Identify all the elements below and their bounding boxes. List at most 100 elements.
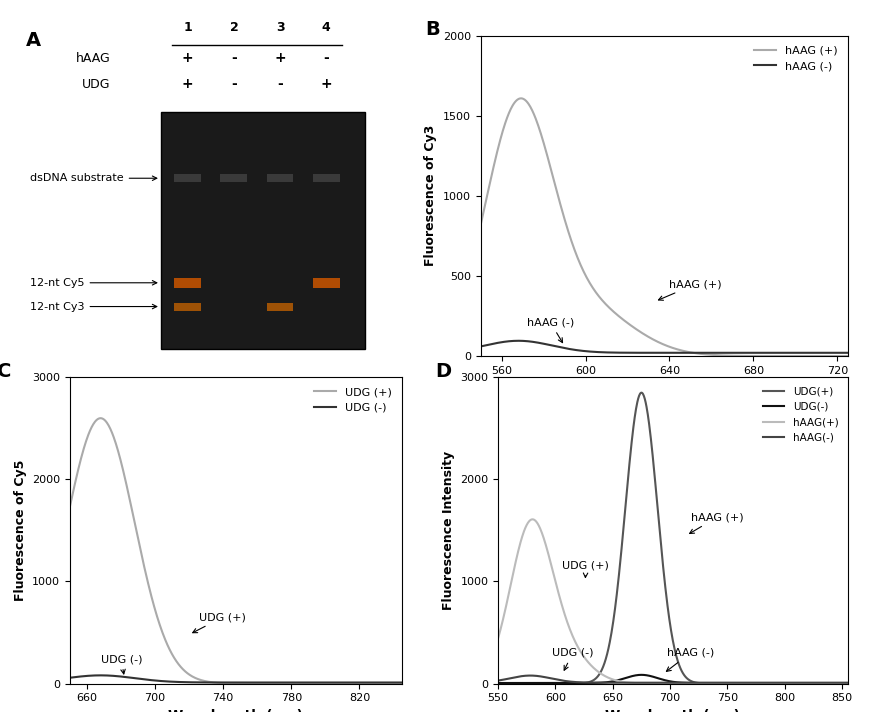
hAAG (+) bbox=[692, 349, 703, 357]
hAAG (+) bbox=[541, 148, 551, 157]
hAAG(+) bbox=[843, 679, 853, 688]
Bar bbox=[267, 303, 294, 310]
UDG(-) bbox=[716, 679, 726, 687]
UDG (+) bbox=[95, 414, 106, 422]
hAAG(+) bbox=[759, 679, 769, 688]
hAAG (-) bbox=[692, 348, 703, 357]
Bar bbox=[174, 278, 201, 288]
hAAG (-) bbox=[807, 349, 817, 357]
UDG (+) bbox=[316, 679, 326, 688]
Text: dsDNA substrate: dsDNA substrate bbox=[30, 173, 156, 183]
UDG(-) bbox=[705, 679, 716, 687]
Line: UDG (-): UDG (-) bbox=[70, 676, 402, 683]
Text: -: - bbox=[277, 78, 283, 91]
Bar bbox=[220, 174, 247, 182]
UDG(+) bbox=[794, 679, 805, 688]
Line: UDG (+): UDG (+) bbox=[70, 418, 402, 684]
Line: hAAG(+): hAAG(+) bbox=[498, 519, 848, 684]
UDG (+) bbox=[65, 502, 75, 511]
hAAG (-) bbox=[513, 337, 524, 345]
hAAG(-) bbox=[697, 679, 707, 687]
Text: C: C bbox=[0, 362, 11, 381]
hAAG(-) bbox=[794, 679, 805, 687]
Text: A: A bbox=[26, 31, 41, 51]
Bar bbox=[313, 174, 340, 182]
UDG(-) bbox=[697, 679, 707, 687]
UDG (+) bbox=[124, 493, 135, 501]
UDG(+) bbox=[493, 679, 503, 688]
hAAG (-) bbox=[642, 348, 653, 357]
Text: D: D bbox=[435, 362, 451, 381]
hAAG (+) bbox=[753, 352, 763, 360]
hAAG(+) bbox=[705, 679, 716, 688]
hAAG (+) bbox=[516, 94, 526, 103]
UDG (+) bbox=[287, 679, 297, 688]
Legend: hAAG (+), hAAG (-): hAAG (+), hAAG (-) bbox=[750, 41, 843, 75]
UDG (+) bbox=[397, 679, 407, 688]
Line: hAAG(-): hAAG(-) bbox=[498, 676, 848, 683]
Text: hAAG: hAAG bbox=[76, 51, 111, 65]
hAAG(-) bbox=[843, 679, 853, 687]
UDG(+) bbox=[636, 389, 647, 397]
UDG (-) bbox=[396, 679, 406, 687]
Text: 1: 1 bbox=[184, 21, 192, 34]
Text: +: + bbox=[182, 78, 193, 91]
X-axis label: Wavelength (nm): Wavelength (nm) bbox=[169, 709, 303, 712]
UDG(+) bbox=[515, 679, 525, 688]
UDG(-) bbox=[843, 679, 853, 687]
Text: B: B bbox=[426, 19, 440, 38]
hAAG(+) bbox=[794, 679, 805, 688]
Text: -: - bbox=[231, 78, 237, 91]
Bar bbox=[313, 278, 340, 288]
Bar bbox=[267, 174, 294, 182]
Text: 12-nt Cy3: 12-nt Cy3 bbox=[30, 302, 156, 312]
Text: hAAG (-): hAAG (-) bbox=[666, 648, 714, 671]
hAAG (-) bbox=[721, 348, 732, 357]
hAAG(+) bbox=[716, 679, 726, 688]
UDG(+) bbox=[697, 679, 707, 688]
UDG (-) bbox=[316, 679, 326, 687]
Text: -: - bbox=[231, 51, 237, 65]
Line: hAAG (-): hAAG (-) bbox=[481, 341, 848, 353]
UDG(+) bbox=[759, 679, 769, 688]
Text: 12-nt Cy5: 12-nt Cy5 bbox=[30, 278, 156, 288]
Y-axis label: Fluorescence of Cy3: Fluorescence of Cy3 bbox=[424, 125, 437, 266]
Legend: UDG(+), UDG(-), hAAG(+), hAAG(-): UDG(+), UDG(-), hAAG(+), hAAG(-) bbox=[760, 382, 843, 446]
hAAG (-) bbox=[571, 346, 581, 355]
Text: 4: 4 bbox=[322, 21, 330, 34]
Line: hAAG (+): hAAG (+) bbox=[481, 98, 848, 356]
Text: hAAG (-): hAAG (-) bbox=[527, 318, 574, 342]
hAAG(-) bbox=[515, 672, 525, 681]
hAAG (+) bbox=[642, 332, 653, 340]
hAAG(-) bbox=[705, 679, 716, 687]
Text: 2: 2 bbox=[230, 21, 239, 34]
UDG (-) bbox=[124, 674, 135, 682]
hAAG (-) bbox=[753, 348, 763, 357]
UDG (-) bbox=[95, 671, 106, 680]
UDG (-) bbox=[150, 676, 161, 685]
Bar bbox=[161, 112, 364, 350]
Text: +: + bbox=[321, 78, 332, 91]
UDG (-) bbox=[261, 679, 272, 687]
hAAG(+) bbox=[697, 679, 707, 688]
UDG (-) bbox=[216, 679, 226, 687]
Legend: UDG (+), UDG (-): UDG (+), UDG (-) bbox=[309, 383, 397, 417]
UDG (+) bbox=[216, 679, 226, 687]
Text: UDG: UDG bbox=[82, 78, 111, 91]
Text: UDG (-): UDG (-) bbox=[552, 648, 593, 670]
Text: UDG (+): UDG (+) bbox=[193, 612, 246, 633]
hAAG (-) bbox=[541, 340, 551, 349]
UDG (-) bbox=[65, 674, 75, 682]
Bar bbox=[174, 174, 201, 182]
UDG (+) bbox=[150, 608, 161, 617]
UDG(-) bbox=[515, 679, 525, 687]
UDG(-) bbox=[636, 671, 647, 679]
UDG (-) bbox=[287, 679, 297, 687]
hAAG(+) bbox=[493, 634, 503, 642]
Line: UDG(+): UDG(+) bbox=[498, 393, 848, 684]
UDG(+) bbox=[843, 679, 853, 688]
hAAG (+) bbox=[475, 221, 486, 229]
Text: UDG (-): UDG (-) bbox=[101, 654, 142, 674]
Y-axis label: Fluorescence of Cy5: Fluorescence of Cy5 bbox=[13, 460, 26, 601]
hAAG(-) bbox=[759, 679, 769, 687]
